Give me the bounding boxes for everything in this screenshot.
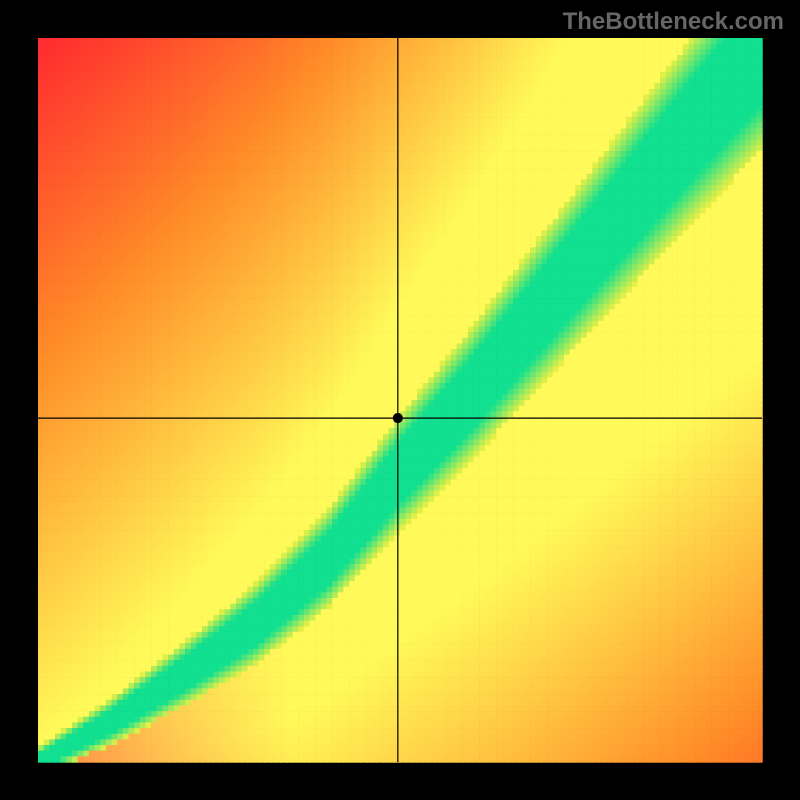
heatmap-canvas — [0, 0, 800, 800]
watermark-text: TheBottleneck.com — [563, 8, 784, 36]
chart-wrapper: TheBottleneck.com — [0, 0, 800, 800]
